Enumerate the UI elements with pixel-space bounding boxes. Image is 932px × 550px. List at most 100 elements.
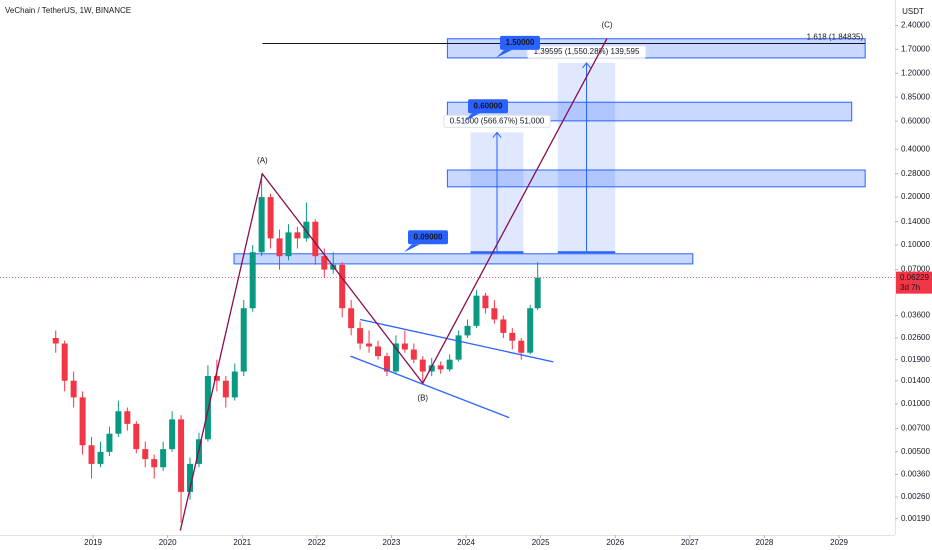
x-tick-label: 2019: [84, 538, 102, 547]
x-tick-label: 2026: [606, 538, 624, 547]
candle-body: [491, 308, 498, 320]
x-tick-label: 2029: [830, 538, 848, 547]
candle-body: [527, 308, 534, 353]
measure-label-box: [443, 114, 551, 128]
candle-body: [267, 197, 274, 239]
x-tick-label: 2028: [756, 538, 774, 547]
candle-body: [357, 328, 364, 344]
candle-body: [383, 356, 390, 372]
y-tick-label: 0.00360: [901, 470, 930, 479]
candle-body: [213, 375, 220, 381]
x-tick-label: 2021: [233, 538, 251, 547]
level-label-box: [500, 35, 540, 50]
zone: [446, 169, 866, 188]
candle-body: [61, 343, 68, 381]
last-price-box: [896, 271, 932, 294]
x-tick-label: 2024: [457, 538, 475, 547]
measure-arrowhead: [582, 62, 591, 69]
candle-body: [294, 232, 301, 239]
measure-arrowhead: [492, 131, 502, 138]
candle-body: [88, 445, 95, 464]
measure-label: 0.51000 (566.67%) 51,000: [450, 117, 545, 126]
candle-body: [160, 449, 167, 468]
candle-body: [169, 419, 176, 450]
y-tick-label: 0.00700: [901, 424, 930, 433]
candle-body: [303, 221, 310, 239]
y-tick-label: 1.20000: [901, 68, 930, 77]
candle-body: [79, 397, 86, 446]
candle-body: [187, 463, 194, 492]
candle-body: [97, 451, 104, 464]
x-tick-label: 2025: [532, 538, 550, 547]
wave-label: (B): [417, 393, 428, 402]
fib-label: 1.618 (1.84835): [807, 33, 864, 42]
candle-body: [124, 411, 131, 424]
y-tick-label: 1.70000: [901, 44, 930, 53]
candle-body: [258, 197, 265, 253]
candle-body: [321, 256, 328, 270]
level-label: 0.09000: [414, 232, 443, 241]
last-price-label: 0.06229: [900, 273, 929, 282]
candle-body: [464, 325, 471, 336]
wave-label: (A): [257, 156, 268, 165]
y-tick-label: 0.14000: [901, 217, 930, 226]
candle-body: [500, 319, 507, 333]
candle-body: [455, 335, 462, 360]
level-label-pointer: [496, 49, 512, 58]
candle-body: [348, 308, 355, 329]
candle-body: [509, 332, 516, 341]
x-tick-label: 2020: [159, 538, 177, 547]
y-tick-label: 0.01000: [901, 399, 930, 408]
y-tick-label: 0.02600: [901, 333, 930, 342]
countdown-label: 3d 7h: [900, 283, 920, 292]
candle-body: [375, 346, 382, 357]
measure-label-box: [526, 45, 647, 59]
wave-label: (C): [601, 21, 612, 30]
candle-body: [142, 449, 149, 460]
candle-body: [437, 365, 444, 370]
y-tick-label: 0.07000: [901, 265, 930, 274]
candle-body: [52, 337, 59, 344]
candle-body: [534, 277, 541, 309]
candle-body: [312, 221, 319, 257]
candle-body: [231, 371, 238, 398]
candle-body: [401, 343, 408, 350]
candle-body: [428, 365, 435, 372]
candle-body: [446, 359, 453, 370]
candle-body: [392, 343, 399, 372]
candle-body: [285, 232, 292, 257]
candle-body: [70, 380, 77, 398]
level-label-box: [408, 230, 448, 245]
y-tick-label: 0.00500: [901, 447, 930, 456]
candle-body: [249, 252, 256, 309]
candle-body: [204, 375, 211, 440]
y-tick-label: 0.85000: [901, 92, 930, 101]
channel-line: [350, 355, 510, 419]
y-tick-label: 0.00190: [901, 514, 930, 523]
wave-line: [179, 38, 608, 531]
y-tick-label: 0.00260: [901, 492, 930, 501]
candle-body: [151, 459, 158, 468]
zone: [233, 253, 694, 265]
chart-title: VeChain / TetherUS, 1W, BINANCE: [5, 6, 131, 15]
candle-body: [339, 264, 346, 309]
candle-body: [133, 423, 140, 450]
x-tick-label: 2022: [308, 538, 326, 547]
candle-body: [240, 308, 247, 372]
level-label: 1.50000: [506, 38, 535, 47]
y-tick-label: 0.28000: [901, 169, 930, 178]
y-tick-label: 2.40000: [901, 21, 930, 30]
candle-body: [115, 411, 122, 434]
y-tick-label: 0.40000: [901, 144, 930, 153]
candle-body: [482, 295, 489, 309]
candle-body: [366, 343, 373, 347]
candle-body: [276, 238, 283, 257]
x-tick-label: 2027: [681, 538, 699, 547]
y-tick-label: 0.01900: [901, 355, 930, 364]
measure-label: 1.39595 (1,550.28%) 139,595: [534, 47, 640, 56]
y-tick-label: 0.60000: [901, 116, 930, 125]
x-tick-label: 2023: [383, 538, 401, 547]
candle-body: [178, 419, 185, 492]
level-label-pointer: [464, 113, 480, 122]
